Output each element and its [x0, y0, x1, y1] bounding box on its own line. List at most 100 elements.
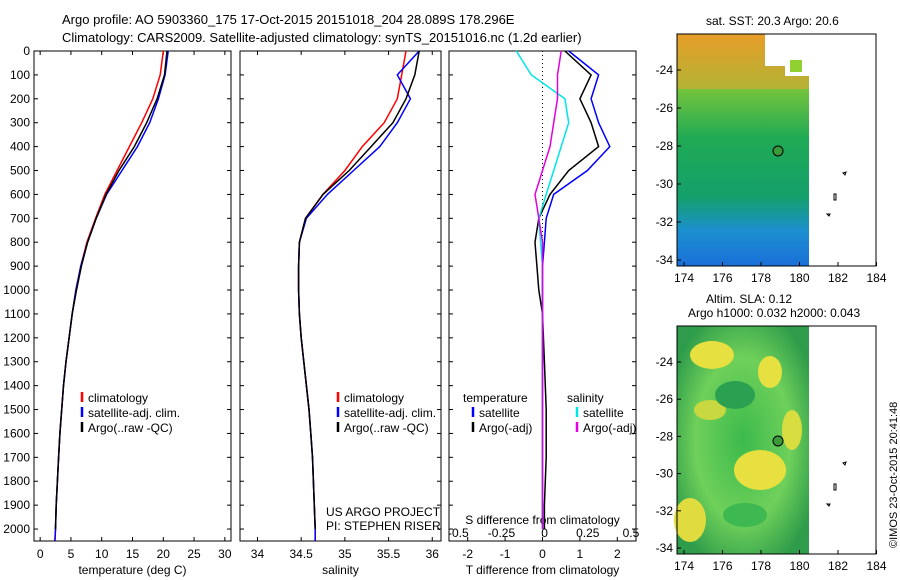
island-outlines-sla	[825, 461, 847, 507]
x-tick-label-T: 2	[614, 547, 621, 561]
x-tick-label: 25	[187, 547, 201, 561]
y-tick-label: 1600	[3, 426, 30, 440]
y-tick-label: 1400	[3, 379, 30, 393]
x-tick-label: 10	[95, 547, 109, 561]
map-y-tick-label: -30	[656, 467, 674, 481]
y-tick-label: 0	[23, 44, 30, 58]
legend-label: salinity	[567, 391, 604, 405]
legend-label: satellite	[583, 406, 624, 420]
series-line-satellite-adj-clim-	[54, 50, 169, 542]
y-tick-label: 1000	[3, 283, 30, 297]
legend-label: Argo(-adj)	[479, 421, 532, 435]
x-tick-label: 35	[338, 547, 352, 561]
x-tick-label: 15	[126, 547, 140, 561]
x-axis-label: salinity	[322, 563, 359, 577]
map-y-tick-label: -24	[656, 355, 674, 369]
x-tick-label-T: -1	[500, 547, 511, 561]
x-tick-label: 34	[251, 547, 265, 561]
series-line-climatology	[54, 50, 165, 542]
x-tick-label-S: 0.25	[576, 526, 600, 540]
legend-label: satellite	[479, 406, 520, 420]
climatology-title: Climatology: CARS2009. Satellite-adjuste…	[62, 30, 582, 45]
x-tick-label-T: -2	[462, 547, 473, 561]
map-x-tick-label: 176	[712, 559, 732, 573]
plot-frame	[239, 50, 442, 542]
legend-label: satellite-adj. clim.	[88, 406, 180, 420]
map-y-tick-label: -24	[656, 63, 674, 77]
argo-location-marker	[772, 145, 784, 157]
legend-label: climatology	[88, 391, 148, 405]
legend-label: Argo(..raw -QC)	[344, 421, 429, 435]
map-y-tick-label: -26	[656, 392, 674, 406]
x-axis-label: T difference from climatology	[466, 563, 620, 577]
legend-label: climatology	[344, 391, 404, 405]
y-tick-label: 600	[10, 187, 30, 201]
project-annotation: PI: STEPHEN RISER	[326, 519, 441, 533]
map-x-tick-label: 174	[674, 559, 694, 573]
x-tick-label: 35.5	[377, 547, 401, 561]
map-x-tick-label: 182	[828, 271, 848, 285]
series-line-satellite-adj-clim-	[297, 50, 420, 541]
y-tick-label: 700	[10, 211, 30, 225]
argo-location-marker-sla	[772, 435, 784, 447]
map-y-tick-label: -30	[656, 177, 674, 191]
imos-credit: ©IMOS 23-Oct-2015 20:41:48	[888, 401, 900, 548]
salinity-panel: 34 34.5 35 35.5 36 salinity climatologysatelli…	[239, 50, 442, 577]
map-x-tick-label: 178	[751, 271, 771, 285]
plot-frame	[33, 50, 232, 542]
map-y-tick-label: -32	[656, 504, 674, 518]
x-tick-label-T: 0	[539, 547, 546, 561]
sst-map	[676, 33, 877, 267]
y-tick-label: 1800	[3, 474, 30, 488]
profile-title: Argo profile: AO 5903360_175 17-Oct-2015…	[62, 12, 515, 27]
map-x-tick-label: 176	[712, 271, 732, 285]
difference-panel: -2 -1 0 1 2-0.5 -0.25 0 0.25 0.5S difference fro…	[448, 50, 640, 577]
sla-map-axes: 174 176 178 180 182 184 -24 -26 -28 -30 -32 -34	[656, 355, 887, 573]
y-tick-label: 1100	[4, 307, 30, 321]
island-outlines	[825, 171, 847, 217]
y-tick-label: 500	[10, 164, 30, 178]
y-tick-label: 1300	[3, 355, 30, 369]
sla-map-title: Altim. SLA: 0.12	[706, 292, 793, 306]
x-tick-label: 5	[68, 547, 75, 561]
x-axis-label: temperature (deg C)	[78, 563, 186, 577]
x-tick-label-S: 0	[541, 526, 548, 540]
series-line-argo-raw-qc-	[297, 50, 420, 530]
x-tick-label: 34.5	[289, 547, 313, 561]
y-tick-label: 1500	[3, 403, 30, 417]
y-tick-label: 900	[10, 259, 30, 273]
project-annotation: US ARGO PROJECT	[326, 505, 441, 519]
x-tick-label: 20	[157, 547, 171, 561]
x-tick-label-S: -0.25	[488, 526, 516, 540]
x-tick-label: 36	[426, 547, 440, 561]
map-x-tick-label: 174	[674, 271, 694, 285]
x-tick-label-T: 1	[577, 547, 584, 561]
series-line-t-argo-adj-	[534, 50, 600, 529]
map-y-tick-label: -26	[656, 101, 674, 115]
y-tick-label: 1700	[3, 450, 30, 464]
series-line-s-argo-adj-	[534, 50, 562, 529]
map-x-tick-label: 178	[751, 559, 771, 573]
sst-map-axes: 174 176 178 180 182 184 -24 -26 -28 -30 -32 -34	[656, 63, 887, 285]
legend-label: temperature	[463, 391, 528, 405]
map-y-tick-label: -34	[656, 253, 674, 267]
temperature-panel: 0100200300400500600700800900100011001200…	[3, 44, 232, 577]
x-tick-label-S: -0.5	[448, 526, 469, 540]
x-tick-label: 30	[218, 547, 232, 561]
series-line-t-satellite	[541, 50, 611, 529]
y-tick-label: 400	[10, 140, 30, 154]
legend-label: Argo(..raw -QC)	[88, 421, 173, 435]
y-tick-label: 1900	[3, 498, 30, 512]
sla-map-subtitle: Argo h1000: 0.032 h2000: 0.043	[688, 306, 861, 320]
map-y-tick-label: -34	[656, 541, 674, 555]
y-tick-label: 100	[10, 68, 30, 82]
x-tick-label: 0	[37, 547, 44, 561]
y-tick-label: 1200	[3, 331, 30, 345]
map-y-tick-label: -32	[656, 215, 674, 229]
x-tick-label-S: 0.5	[623, 526, 640, 540]
y-tick-label: 2000	[3, 522, 30, 536]
map-x-tick-label: 184	[866, 271, 886, 285]
legend-label: Argo(-adj)	[583, 421, 636, 435]
map-x-tick-label: 180	[789, 559, 809, 573]
